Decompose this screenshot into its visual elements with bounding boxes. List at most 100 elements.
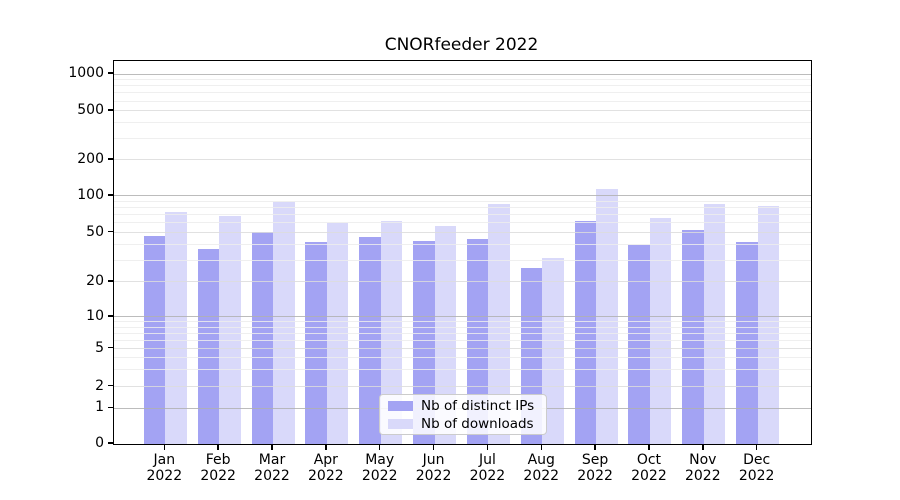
x-tick-mark-jun bbox=[432, 444, 435, 450]
bar-distinct-ips-sep bbox=[574, 221, 597, 444]
x-tick-label-apr: Apr 2022 bbox=[294, 452, 358, 484]
y-tick-label-20: 20 bbox=[86, 272, 104, 289]
bar-distinct-ips-feb bbox=[197, 248, 220, 444]
y-tick-label-1000: 1000 bbox=[68, 65, 104, 82]
gridline-8 bbox=[114, 326, 811, 328]
gridline-7 bbox=[114, 332, 811, 334]
y-tick-mark-500 bbox=[108, 109, 113, 111]
y-tick-label-100: 100 bbox=[77, 186, 104, 203]
y-tick-label-5: 5 bbox=[95, 339, 104, 356]
y-tick-label-1: 1 bbox=[95, 399, 104, 416]
x-tick-label-year: 2022 bbox=[577, 468, 613, 484]
x-tick-label-year: 2022 bbox=[415, 468, 452, 484]
x-tick-label-sep: Sep 2022 bbox=[563, 452, 627, 484]
bar-downloads-nov bbox=[703, 203, 726, 444]
gridline-1000 bbox=[114, 73, 811, 75]
x-tick-label-year: 2022 bbox=[146, 468, 183, 484]
bar-downloads-aug bbox=[542, 258, 564, 444]
gridline-800 bbox=[114, 85, 811, 87]
x-tick-label-jun: Jun 2022 bbox=[402, 452, 466, 484]
x-tick-mark-oct bbox=[648, 444, 650, 450]
y-tick-mark-5 bbox=[108, 346, 113, 349]
x-tick-label-month: Feb bbox=[205, 452, 231, 468]
x-tick-label-year: 2022 bbox=[308, 468, 344, 484]
y-tick-label-10: 10 bbox=[86, 307, 104, 324]
x-tick-label-jan: Jan 2022 bbox=[132, 452, 196, 484]
bar-distinct-ips-jun bbox=[413, 240, 435, 444]
y-tick-label-2: 2 bbox=[95, 377, 104, 394]
x-tick-label-year: 2022 bbox=[631, 468, 667, 484]
x-tick-label-month: Nov bbox=[689, 452, 717, 468]
bar-downloads-may bbox=[380, 221, 403, 444]
y-tick-label-200: 200 bbox=[77, 150, 104, 167]
x-tick-mark-nov bbox=[702, 444, 704, 450]
x-tick-label-dec: Dec 2022 bbox=[725, 452, 789, 484]
y-tick-mark-200 bbox=[108, 158, 113, 160]
legend: Nb of distinct IPs Nb of downloads bbox=[379, 394, 547, 435]
x-tick-label-year: 2022 bbox=[254, 468, 290, 484]
x-tick-mark-mar bbox=[271, 444, 273, 450]
x-tick-label-month: Sep bbox=[581, 452, 609, 468]
bar-distinct-ips-jul bbox=[466, 239, 489, 444]
bar-downloads-feb bbox=[219, 216, 241, 444]
bar-downloads-jul bbox=[488, 203, 510, 444]
x-tick-label-feb: Feb 2022 bbox=[186, 452, 250, 484]
gridline-300 bbox=[114, 137, 811, 139]
x-tick-label-aug: Aug 2022 bbox=[509, 452, 573, 484]
bar-distinct-ips-oct bbox=[628, 244, 650, 444]
bar-distinct-ips-mar bbox=[251, 231, 273, 444]
x-tick-label-mar: Mar 2022 bbox=[240, 452, 304, 484]
x-tick-label-year: 2022 bbox=[738, 468, 775, 484]
gridline-600 bbox=[114, 100, 811, 102]
gridline-4 bbox=[114, 357, 811, 359]
legend-label-downloads: Nb of downloads bbox=[421, 415, 534, 432]
gridline-200 bbox=[114, 159, 811, 161]
x-tick-label-month: May bbox=[365, 452, 395, 468]
gridline-900 bbox=[114, 79, 811, 81]
gridline-20 bbox=[114, 281, 811, 283]
chart-title: CNORfeeder 2022 bbox=[384, 35, 539, 55]
x-tick-mark-may bbox=[378, 444, 381, 450]
bar-downloads-jun bbox=[434, 225, 457, 444]
x-tick-label-month: Jul bbox=[478, 452, 496, 468]
bar-downloads-mar bbox=[273, 202, 295, 444]
y-tick-mark-1000 bbox=[108, 72, 113, 74]
y-tick-mark-50 bbox=[108, 230, 113, 233]
gridline-50 bbox=[114, 232, 811, 234]
gridline-80 bbox=[114, 207, 811, 209]
x-tick-mark-jan bbox=[163, 444, 166, 450]
x-tick-label-oct: Oct 2022 bbox=[617, 452, 681, 484]
legend-row-downloads: Nb of downloads bbox=[388, 415, 538, 432]
x-tick-label-jul: Jul 2022 bbox=[455, 452, 519, 484]
y-tick-mark-10 bbox=[108, 315, 113, 317]
legend-swatch-downloads bbox=[388, 418, 413, 429]
y-tick-mark-0 bbox=[108, 442, 113, 444]
x-tick-label-year: 2022 bbox=[684, 468, 721, 484]
x-tick-mark-sep bbox=[594, 444, 596, 450]
y-tick-label-500: 500 bbox=[77, 101, 104, 118]
gridline-2 bbox=[114, 386, 811, 388]
bar-downloads-jan bbox=[165, 211, 187, 444]
y-tick-mark-100 bbox=[108, 194, 113, 196]
gridline-3 bbox=[114, 369, 811, 371]
gridline-9 bbox=[114, 321, 811, 323]
x-tick-label-year: 2022 bbox=[469, 468, 506, 484]
gridline-100 bbox=[114, 195, 811, 197]
y-tick-mark-1 bbox=[108, 406, 113, 409]
x-tick-label-year: 2022 bbox=[523, 468, 560, 484]
plot-area: Nb of distinct IPs Nb of downloads bbox=[113, 60, 812, 445]
gridline-5 bbox=[114, 348, 811, 350]
gridline-10 bbox=[114, 316, 811, 318]
legend-row-distinct-ips: Nb of distinct IPs bbox=[388, 398, 538, 414]
x-tick-label-year: 2022 bbox=[200, 468, 236, 484]
gridline-90 bbox=[114, 200, 811, 202]
x-tick-mark-dec bbox=[755, 444, 758, 450]
gridline-700 bbox=[114, 92, 811, 94]
x-tick-mark-feb bbox=[217, 444, 219, 450]
gridline-70 bbox=[114, 214, 811, 216]
gridline-400 bbox=[114, 122, 811, 124]
x-tick-label-month: Jun bbox=[422, 452, 445, 468]
x-tick-label-month: Aug bbox=[527, 452, 555, 468]
x-tick-label-month: Jan bbox=[153, 452, 176, 468]
y-tick-mark-2 bbox=[108, 384, 113, 387]
